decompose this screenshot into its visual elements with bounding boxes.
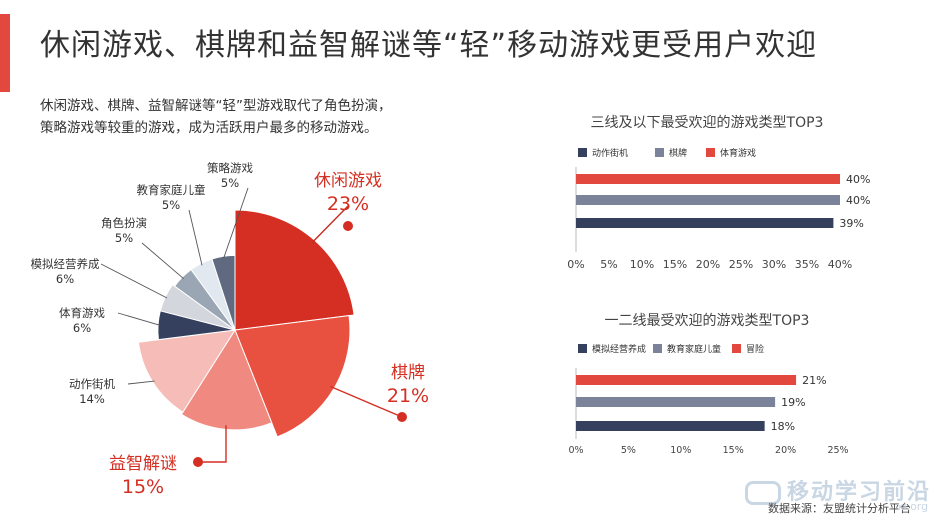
bar-tick-tier3-8: 35%: [795, 258, 819, 271]
pie-label-slice-7: 角色扮演: [101, 216, 147, 230]
bar-tier12-2: [576, 397, 776, 407]
bar-tick-tier3-5: 20%: [696, 258, 720, 271]
bar-tier3-2: [576, 195, 840, 205]
legend-swatch-tier3-3: [706, 148, 715, 157]
pie-label-slice-3: 益智解谜: [109, 454, 177, 474]
genre-pie-chart: 休闲游戏23%棋牌21%益智解谜15%动作街机14%体育游戏6%模拟经营养成6%…: [31, 161, 430, 498]
pie-leader-slice-4: [127, 380, 155, 385]
pie-value-slice-7: 5%: [115, 231, 133, 245]
pie-label-slice-2: 棋牌: [391, 363, 425, 383]
intro-text: 休闲游戏、棋牌、益智解谜等“轻”型游戏取代了角色扮演， 策略游戏等较重的游戏，成…: [40, 95, 420, 139]
pie-leader-slice-8: [188, 209, 203, 266]
bar-tier3-1: [576, 218, 834, 228]
intro-line-2: 策略游戏等较重的游戏，成为活跃用户最多的移动游戏。: [40, 120, 378, 136]
bar-tick-tier3-7: 30%: [762, 258, 786, 271]
bar-tick-tier12-4: 15%: [723, 445, 744, 456]
bar-tick-tier12-6: 25%: [827, 445, 848, 456]
legend-label-tier3-1: 动作街机: [592, 147, 628, 159]
top3-bar-charts: 三线及以下最受欢迎的游戏类型TOP3 动作街机 棋牌 体育游戏 39% 40% 40% 0% 5…: [567, 115, 870, 456]
pie-value-slice-2: 21%: [387, 385, 429, 407]
pie-value-slice-6: 6%: [56, 272, 74, 286]
pie-value-slice-4: 14%: [79, 392, 105, 406]
bar-tier12-1: [576, 421, 765, 431]
pie-value-slice-3: 15%: [122, 476, 164, 498]
bar-value-tier12-1: 18%: [771, 420, 795, 433]
pie-leader-slice-1: [311, 205, 349, 244]
bar-tick-tier3-3: 10%: [630, 258, 654, 271]
bar-tick-tier3-4: 15%: [663, 258, 687, 271]
legend-swatch-tier12-2: [653, 344, 662, 353]
bar-title-tier12: 一二线最受欢迎的游戏类型TOP3: [605, 313, 810, 329]
pie-leader-slice-7: [141, 242, 184, 279]
legend-label-tier3-3: 体育游戏: [720, 147, 756, 159]
pie-label-slice-1: 休闲游戏: [314, 171, 382, 191]
pie-label-slice-9: 策略游戏: [207, 161, 253, 175]
bar-tick-tier12-1: 0%: [568, 445, 583, 456]
pie-value-slice-1: 23%: [327, 193, 369, 215]
pie-label-slice-6: 模拟经营养成: [31, 257, 100, 271]
bar-value-tier12-2: 19%: [781, 396, 805, 409]
pie-slice-9: [211, 254, 236, 331]
pie-value-slice-5: 6%: [73, 321, 91, 335]
pie-value-slice-9: 5%: [221, 176, 239, 190]
bar-value-tier12-3: 21%: [802, 374, 826, 387]
watermark-text: 移动学习前沿: [787, 480, 932, 505]
pie-value-slice-8: 5%: [162, 198, 180, 212]
pie-label-slice-4: 动作街机: [69, 377, 115, 391]
pie-leader-slice-2: [330, 385, 403, 418]
pie-leader-slice-9: [223, 187, 249, 259]
bar-value-tier3-2: 40%: [846, 194, 870, 207]
legend-label-tier3-2: 棋牌: [669, 147, 687, 159]
pie-label-slice-8: 教育家庭儿童: [137, 183, 206, 197]
pie-leader-slice-3: [198, 425, 227, 463]
bar-tick-tier3-6: 25%: [729, 258, 753, 271]
watermark: 移动学习前沿: [745, 474, 931, 506]
data-source: 数据来源：友盟统计分析平台: [768, 502, 911, 515]
watermark-logo-icon: [745, 481, 781, 505]
bar-title-tier3: 三线及以下最受欢迎的游戏类型TOP3: [591, 115, 824, 131]
title-accent-bar: [0, 14, 10, 92]
legend-swatch-tier3-2: [655, 148, 664, 157]
bar-tick-tier12-2: 5%: [621, 445, 636, 456]
legend-label-tier12-1: 模拟经营养成: [592, 343, 646, 355]
intro-line-1: 休闲游戏、棋牌、益智解谜等“轻”型游戏取代了角色扮演，: [40, 98, 392, 114]
pie-leader-slice-5: [117, 312, 161, 326]
bar-tick-tier12-5: 20%: [775, 445, 796, 456]
bar-tick-tier12-3: 10%: [670, 445, 691, 456]
legend-label-tier12-2: 教育家庭儿童: [667, 343, 721, 355]
bar-tick-tier3-1: 0%: [567, 258, 584, 271]
page-title: 休闲游戏、棋牌和益智解谜等“轻”移动游戏更受用户欢迎: [40, 28, 818, 63]
bar-tier3-3: [576, 174, 840, 184]
bar-tick-tier3-2: 5%: [600, 258, 617, 271]
pie-leader-slice-6: [100, 263, 168, 299]
bar-tier12-3: [576, 375, 797, 385]
watermark-url: xi.org: [897, 500, 929, 513]
pie-slice-4: [137, 329, 236, 413]
legend-label-tier12-3: 冒险: [746, 343, 764, 355]
bar-tick-tier3-9: 40%: [828, 258, 852, 271]
bar-value-tier3-3: 40%: [846, 173, 870, 186]
bar-value-tier3-1: 39%: [839, 217, 863, 230]
legend-swatch-tier12-3: [732, 344, 741, 353]
pie-label-slice-5: 体育游戏: [59, 306, 105, 320]
legend-swatch-tier12-1: [578, 344, 587, 353]
legend-swatch-tier3-1: [578, 148, 587, 157]
